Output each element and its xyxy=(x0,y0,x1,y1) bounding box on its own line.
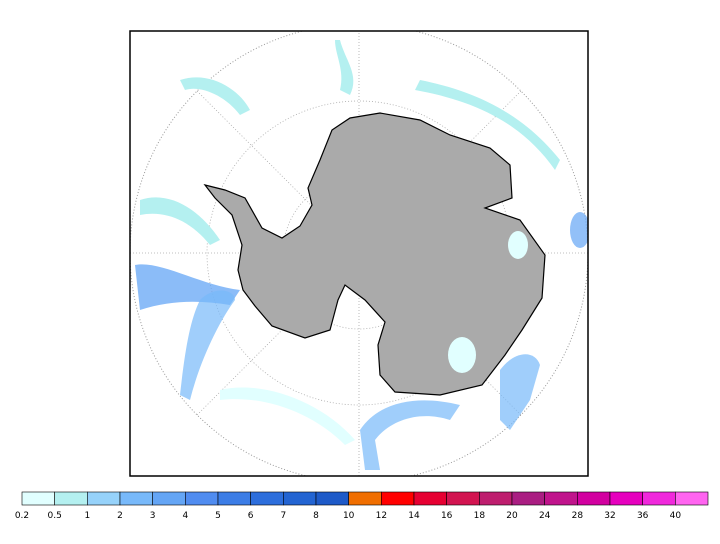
precipitation xyxy=(135,40,588,470)
colorbar-label: 0.2 xyxy=(15,511,29,521)
map xyxy=(130,31,588,476)
colorbar-label: 18 xyxy=(474,511,486,521)
colorbar-swatch xyxy=(479,491,513,506)
colorbar-label: 5 xyxy=(215,511,221,521)
colorbar-label: 8 xyxy=(313,511,319,521)
colorbar-swatch xyxy=(381,491,415,506)
colorbar-label: 20 xyxy=(506,511,518,521)
colorbar-label: 7 xyxy=(280,511,286,521)
ice-shelf xyxy=(448,337,476,373)
colorbar-label: 3 xyxy=(150,511,156,521)
colorbar: 0.2 0.5 1 2 3 4 5 6 7 8 10 12 14 16 18 20 24 28 32 36 40 xyxy=(15,491,709,521)
colorbar-label: 12 xyxy=(376,511,387,521)
colorbar-label: 4 xyxy=(182,511,188,521)
colorbar-swatch xyxy=(152,491,186,506)
colorbar-label: 1 xyxy=(84,511,90,521)
colorbar-swatch xyxy=(185,491,219,506)
ice-shelf xyxy=(508,231,528,259)
colorbar-swatch xyxy=(119,491,153,506)
colorbar-swatch xyxy=(544,491,578,506)
colorbar-swatch xyxy=(348,491,382,506)
map-frame xyxy=(129,30,589,477)
colorbar-label: 14 xyxy=(408,511,420,521)
colorbar-label: 40 xyxy=(670,511,682,521)
colorbar-swatch xyxy=(511,491,545,506)
colorbar-label: 32 xyxy=(604,511,615,521)
colorbar-label: 0.5 xyxy=(48,511,62,521)
colorbar-swatch xyxy=(21,491,55,506)
colorbar-label: 28 xyxy=(572,511,584,521)
colorbar-label: 36 xyxy=(637,511,649,521)
colorbar-label: 6 xyxy=(248,511,254,521)
colorbar-swatch xyxy=(283,491,317,506)
colorbar-swatch xyxy=(642,491,676,506)
colorbar-label: 16 xyxy=(441,511,453,521)
colorbar-swatch xyxy=(250,491,284,506)
colorbar-label: 2 xyxy=(117,511,123,521)
colorbar-swatch xyxy=(577,491,611,506)
colorbar-swatch xyxy=(609,491,643,506)
colorbar-swatch xyxy=(87,491,121,506)
colorbar-swatch xyxy=(315,491,349,506)
colorbar-swatch xyxy=(54,491,88,506)
antarctica xyxy=(203,112,546,396)
colorbar-label: 10 xyxy=(343,511,355,521)
colorbar-label: 24 xyxy=(539,511,551,521)
colorbar-swatch xyxy=(217,491,251,506)
colorbar-swatch xyxy=(413,491,447,506)
colorbar-swatch xyxy=(675,491,709,506)
colorbar-swatch xyxy=(446,491,480,506)
